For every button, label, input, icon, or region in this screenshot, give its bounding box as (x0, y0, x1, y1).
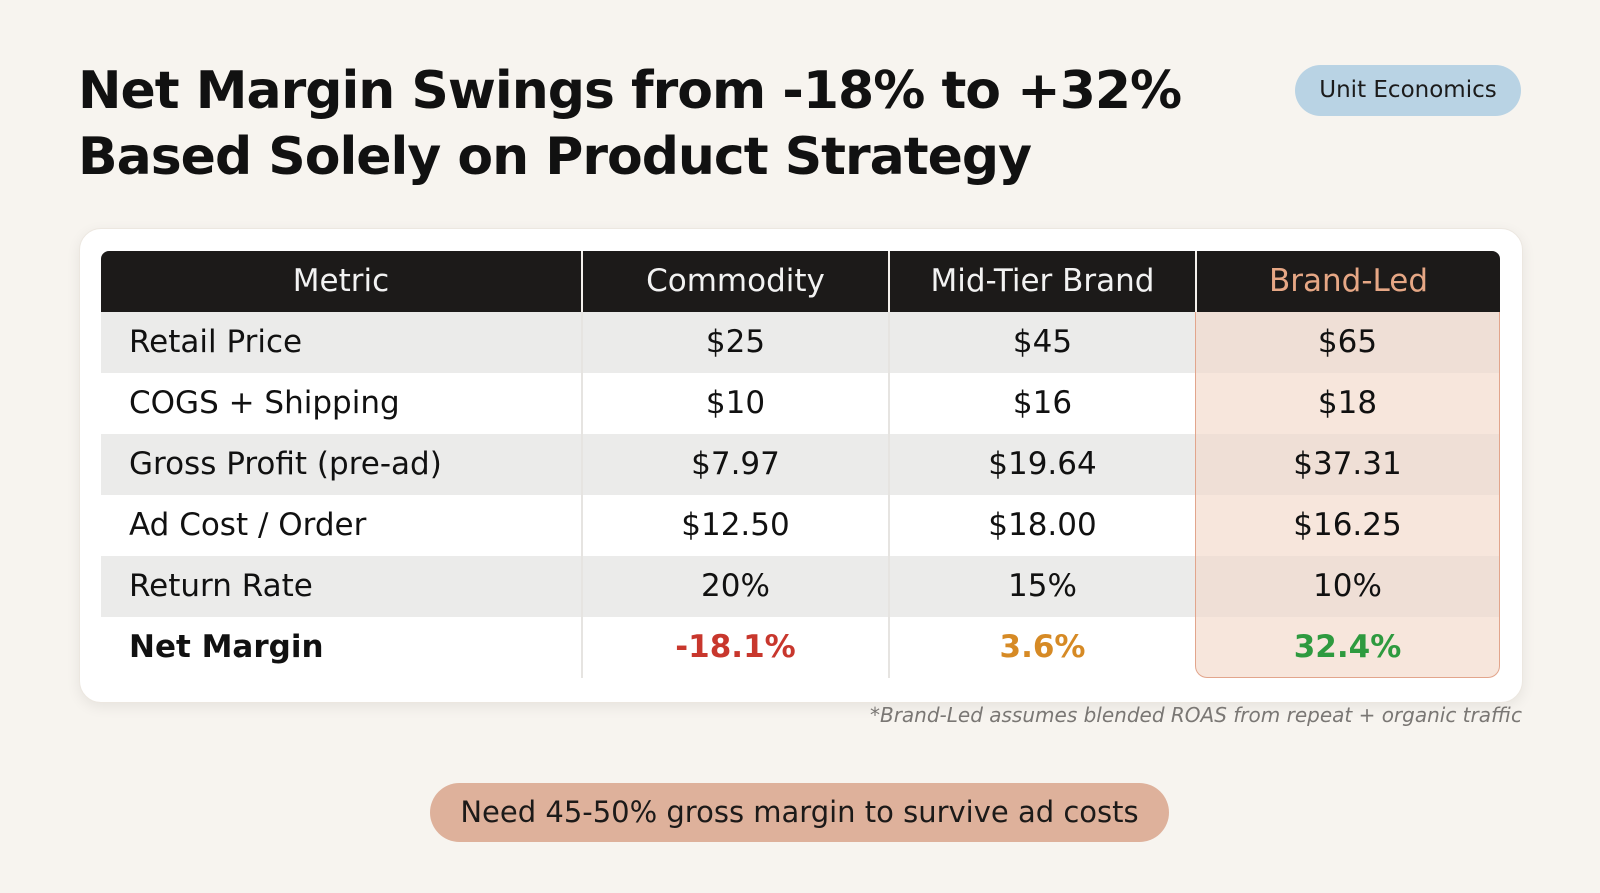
comparison-card: Metric Commodity Mid-Tier Brand Brand-Le… (79, 228, 1523, 703)
header-commodity: Commodity (581, 251, 888, 312)
table-row: Gross Profit (pre-ad) $7.97 $19.64 $37.3… (101, 434, 1500, 495)
page-title-line-1: Net Margin Swings from -18% to +32% (78, 61, 1182, 121)
header-brand-led: Brand-Led (1195, 251, 1500, 312)
row-label-gross-profit: Gross Profit (pre-ad) (101, 434, 581, 495)
cell-mid-tier: 15% (888, 556, 1195, 617)
cell-brand-led: $16.25 (1195, 495, 1500, 556)
unit-economics-tag: Unit Economics (1295, 65, 1521, 116)
cell-mid-tier: $18.00 (888, 495, 1195, 556)
table-header-row: Metric Commodity Mid-Tier Brand Brand-Le… (101, 251, 1500, 312)
table-row: Ad Cost / Order $12.50 $18.00 $16.25 (101, 495, 1500, 556)
row-label-net-margin: Net Margin (129, 629, 324, 665)
cell-commodity: $12.50 (581, 495, 888, 556)
cell-commodity: 20% (581, 556, 888, 617)
cell-brand-led: $37.31 (1195, 434, 1500, 495)
row-label-cogs-shipping: COGS + Shipping (129, 385, 400, 421)
net-margin-commodity: -18.1% (581, 617, 888, 678)
table-row: Return Rate 20% 15% 10% (101, 556, 1500, 617)
cell-commodity: $25 (581, 312, 888, 373)
row-label-ad-cost: Ad Cost / Order (129, 507, 367, 543)
cell-commodity: $10 (581, 373, 888, 434)
callout-banner: Need 45-50% gross margin to survive ad c… (430, 783, 1169, 842)
row-label-return-rate: Return Rate (101, 556, 581, 617)
net-margin-brand-led: 32.4% (1195, 617, 1500, 678)
cell-commodity: $7.97 (581, 434, 888, 495)
table-row: Net Margin -18.1% 3.6% 32.4% (101, 617, 1500, 678)
cell-brand-led: 10% (1195, 556, 1500, 617)
row-label-retail-price: Retail Price (101, 312, 581, 373)
cell-mid-tier: $45 (888, 312, 1195, 373)
page-title-line-2: Based Solely on Product Strategy (78, 127, 1032, 187)
net-margin-mid-tier: 3.6% (888, 617, 1195, 678)
page-title: Net Margin Swings from -18% to +32% Base… (78, 58, 1182, 190)
header-metric: Metric (292, 263, 390, 299)
table-row: COGS + Shipping $10 $16 $18 (101, 373, 1500, 434)
header-mid-tier-brand: Mid-Tier Brand (888, 251, 1195, 312)
comparison-table: Metric Commodity Mid-Tier Brand Brand-Le… (101, 251, 1500, 678)
cell-mid-tier: $19.64 (888, 434, 1195, 495)
cell-brand-led: $65 (1195, 312, 1500, 373)
table-row: Retail Price $25 $45 $65 (101, 312, 1500, 373)
footnote: *Brand-Led assumes blended ROAS from rep… (869, 703, 1522, 727)
cell-mid-tier: $16 (888, 373, 1195, 434)
cell-brand-led: $18 (1195, 373, 1500, 434)
